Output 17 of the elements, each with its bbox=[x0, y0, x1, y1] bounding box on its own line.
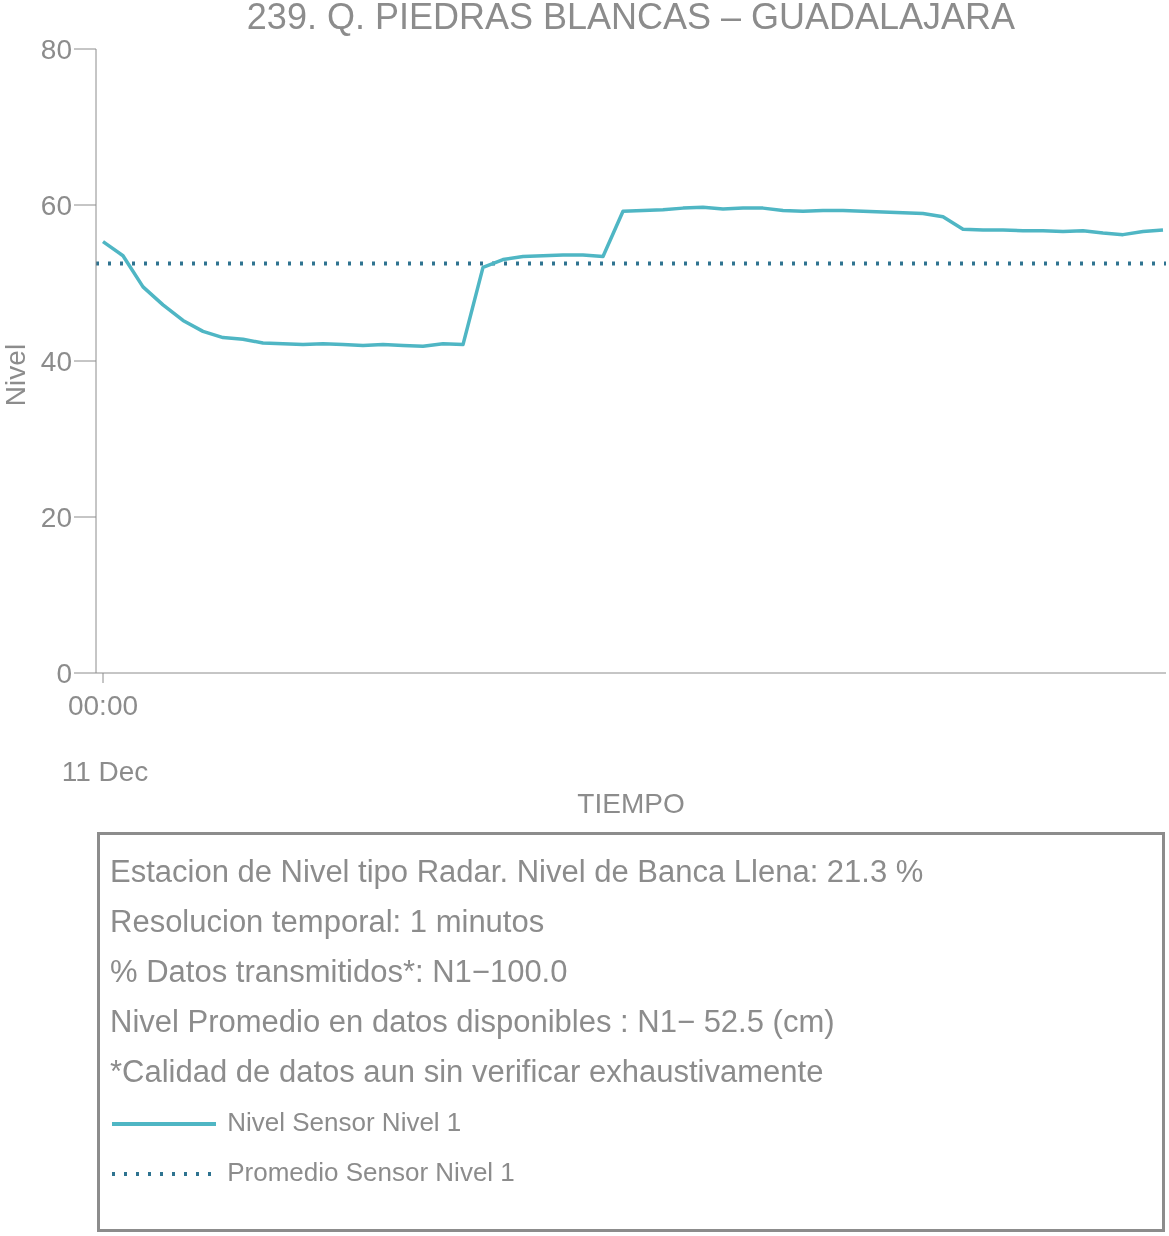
legend-label: Nivel Sensor Nivel 1 bbox=[227, 1107, 462, 1137]
legend-label: Promedio Sensor Nivel 1 bbox=[227, 1157, 515, 1187]
y-axis-title: Nivel bbox=[0, 342, 32, 409]
text: Nivel Promedio en datos disponibles : N1− 52.5 (cm) bbox=[110, 1003, 836, 1041]
chart-title: 239. Q. PIEDRAS BLANCAS – GUADALAJARA bbox=[245, 0, 1017, 38]
line-series bbox=[101, 205, 1165, 348]
y-tick-label: 80 bbox=[40, 33, 72, 65]
y-tick-label: 60 bbox=[40, 189, 72, 221]
text: % Datos transmitidos*: N1−100.0 bbox=[110, 953, 569, 991]
y-tick-label: 0 bbox=[56, 657, 72, 689]
category-label: 00:00 11 Dec bbox=[61, 690, 149, 787]
y-tick-label: 40 bbox=[40, 345, 72, 377]
x-axis-title: TIEMPO bbox=[576, 788, 686, 820]
y-tick-label: 20 bbox=[40, 501, 72, 533]
text: Estacion de Nivel tipo Radar. Nivel de Banca Llena: 21.3 % bbox=[110, 853, 925, 891]
text: *Calidad de datos aun sin verificar exhaustivamente bbox=[110, 1053, 825, 1091]
text: Resolucion temporal: 1 minutos bbox=[110, 903, 546, 941]
